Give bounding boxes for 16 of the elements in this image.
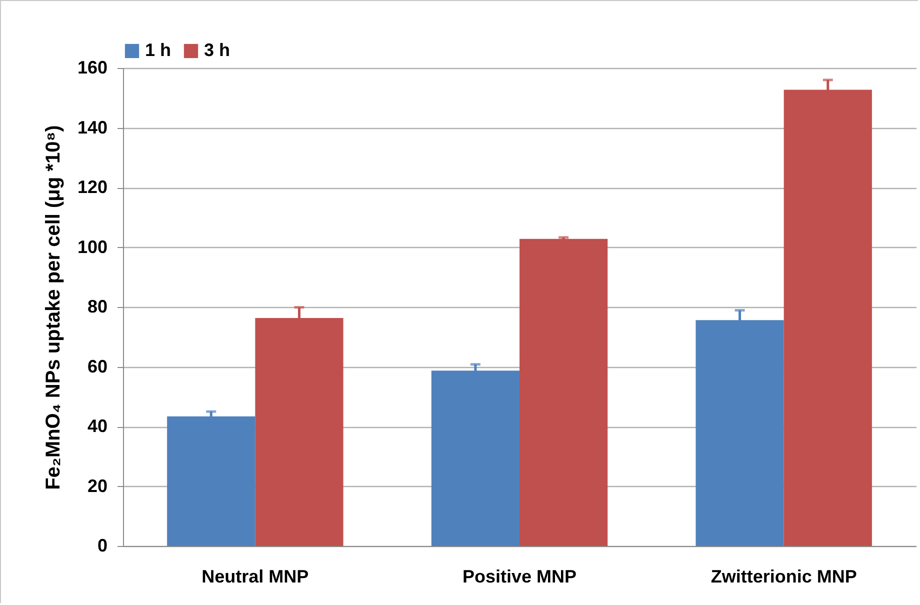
- x-tick-label: Positive MNP: [462, 566, 577, 586]
- y-tick-label: 160: [77, 58, 108, 78]
- bar: [167, 416, 256, 546]
- y-tick-label: 40: [87, 416, 108, 436]
- y-tick-label: 20: [87, 476, 108, 496]
- y-tick-label: 140: [77, 117, 108, 138]
- y-tick-label: 80: [87, 296, 108, 316]
- legend-label: 3 h: [204, 40, 230, 60]
- y-tick-label: 60: [87, 356, 108, 376]
- legend-label: 1 h: [145, 40, 172, 60]
- y-tick-label: 0: [97, 536, 108, 556]
- x-tick-label: Neutral MNP: [202, 566, 309, 586]
- y-axis-title: Fe₂MnO₄ NPs uptake per cell (μg *10⁸): [42, 125, 64, 490]
- y-tick-label: 100: [77, 236, 108, 257]
- y-tick-label: 120: [77, 177, 108, 197]
- x-tick-label: Zwitterionic MNP: [710, 566, 857, 586]
